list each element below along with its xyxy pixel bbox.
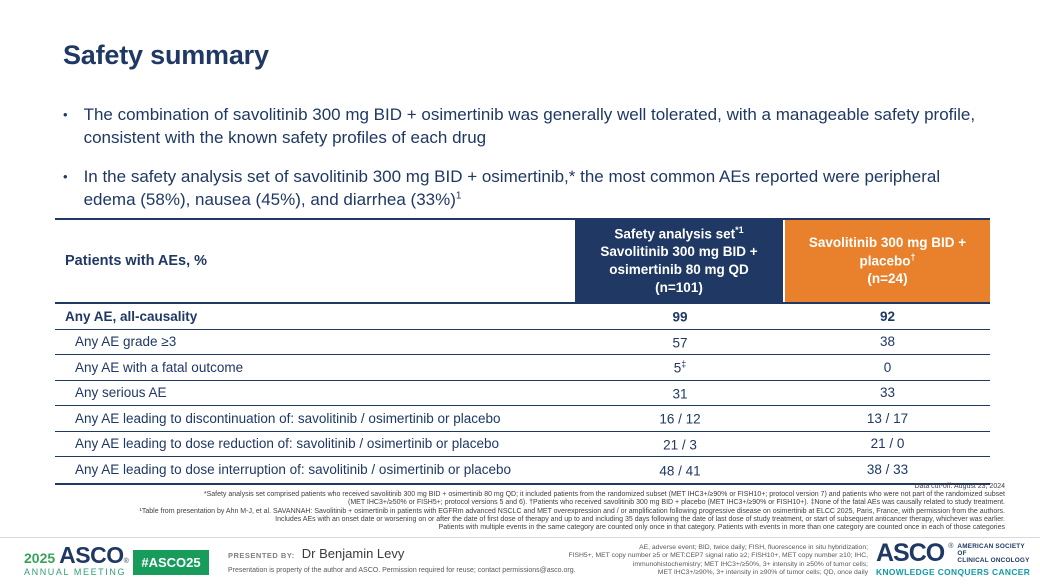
column-n: (n=24) <box>867 271 908 287</box>
table-row: Any AE grade ≥3 57 38 <box>55 330 990 355</box>
hashtag-badge: #ASCO25 <box>133 550 209 575</box>
row-value-1: 31 <box>672 386 688 401</box>
table-row: Any AE with a fatal outcome 5‡ 0 <box>55 355 990 381</box>
row-label: Any serious AE <box>75 385 167 401</box>
row-value-2: 38 / 33 <box>866 462 909 478</box>
society-name: AMERICAN SOCIETY OF CLINICAL ONCOLOGY <box>957 543 1030 565</box>
table-row: Any AE leading to dose reduction of: sav… <box>55 432 990 457</box>
row-value-2: 33 <box>879 385 896 401</box>
footnote-line: Patients with multiple events in the sam… <box>438 524 1005 532</box>
row-value-2: 92 <box>879 308 896 324</box>
asco-wordmark: ASCO <box>876 539 945 568</box>
registered-mark: ® <box>948 543 954 550</box>
row-value-2: 38 <box>879 334 896 350</box>
row-label: Any AE leading to dose interruption of: … <box>75 462 512 478</box>
row-label: Any AE leading to discontinuation of: sa… <box>75 410 501 426</box>
presented-by-label: PRESENTED BY: <box>228 551 295 560</box>
presented-by-block: PRESENTED BY: Dr Benjamin Levy Presentat… <box>228 546 576 574</box>
abbreviation-line: FISH5+, MET copy number ≥5 or MET:CEP7 s… <box>568 552 868 560</box>
registered-mark: ® <box>123 558 129 565</box>
column-title: Safety analysis set*1 <box>614 225 744 242</box>
bullet-text: In the safety analysis set of savolitini… <box>83 166 941 210</box>
footnote-line: ¹Table from presentation by Ahn M-J, et … <box>139 507 1005 515</box>
table-row: Any AE, all-causality 99 92 <box>55 304 990 330</box>
table-header-label: Patients with AEs, % <box>55 220 575 302</box>
table-header-savo-osi: Safety analysis set*1 Savolitinib 300 mg… <box>575 220 785 302</box>
ae-table: Patients with AEs, % Safety analysis set… <box>55 218 990 485</box>
bullet-item: • In the safety analysis set of savoliti… <box>63 165 988 212</box>
row-value-1: 57 <box>672 335 688 350</box>
page-title: Safety summary <box>63 40 269 70</box>
asco-society-logo: ASCO ® AMERICAN SOCIETY OF CLINICAL ONCO… <box>876 539 1032 577</box>
asco-tagline: KNOWLEDGE CONQUERS CANCER <box>876 566 1031 577</box>
abbreviation-line: immunohistochemistry; MET IHC3+/≥50%, 3+… <box>632 560 868 568</box>
abbreviation-line: AE, adverse event; BID, twice daily; FIS… <box>639 544 868 551</box>
table-row: Any AE leading to discontinuation of: sa… <box>55 406 990 432</box>
table-header-savo-placebo: Savolitinib 300 mg BID + placebo† (n=24) <box>785 220 990 302</box>
abbreviation-line: MET IHC3+/≥90%, 3+ intensity in ≥90% of … <box>657 569 868 577</box>
bullet-icon: • <box>63 168 68 184</box>
footnote-line: Includes AEs with an onset date or worse… <box>275 515 1005 523</box>
data-cutoff: Data cut-off: August 23, 2024 <box>914 483 1005 490</box>
row-value-2: 21 / 0 <box>870 436 905 452</box>
table-header-row: Patients with AEs, % Safety analysis set… <box>55 220 990 304</box>
bullet-item: • The combination of savolitinib 300 mg … <box>63 103 988 150</box>
presenter-name: Dr Benjamin Levy <box>301 546 405 561</box>
column-n: (n=101) <box>655 280 703 296</box>
bullet-text: The combination of savolitinib 300 mg BI… <box>83 105 976 148</box>
abbreviations-block: AE, adverse event; BID, twice daily; FIS… <box>568 544 868 578</box>
table-row: Any serious AE 31 33 <box>55 381 990 406</box>
bullet-superscript: 1 <box>455 190 462 202</box>
bullet-icon: • <box>63 107 68 122</box>
row-label: Any AE, all-causality <box>65 308 198 324</box>
asco-annual-meeting-logo: 2025 ASCO ® ANNUAL MEETING <box>24 542 129 577</box>
logo-year: 2025 <box>24 550 56 566</box>
row-value-1: 99 <box>672 309 688 325</box>
footnotes: Data cut-off: August 23, 2024 *Safety an… <box>35 483 1005 532</box>
table-row: Any AE leading to dose interruption of: … <box>55 457 990 483</box>
row-value-1: 5‡ <box>673 359 687 376</box>
bullet-list: • The combination of savolitinib 300 mg … <box>63 103 988 227</box>
footnote-line: (MET IHC3+/≥50% or FISH5+; protocol vers… <box>348 499 1005 507</box>
row-value-1: 48 / 41 <box>659 463 701 478</box>
row-label: Any AE leading to dose reduction of: sav… <box>75 436 499 452</box>
annual-meeting-label: ANNUAL MEETING <box>24 567 127 577</box>
row-value-2: 13 / 17 <box>866 410 909 426</box>
row-label: Any AE with a fatal outcome <box>75 359 244 375</box>
row-label: Any AE grade ≥3 <box>75 334 177 350</box>
column-title: Savolitinib 300 mg BID + placebo† <box>808 235 967 269</box>
row-value-1: 16 / 12 <box>659 411 701 427</box>
row-value-1: 21 / 3 <box>663 437 697 452</box>
column-subtitle: Savolitinib 300 mg BID + osimertinib 80 … <box>600 244 758 278</box>
permission-note: Presentation is property of the author a… <box>228 567 576 574</box>
row-value-2: 0 <box>883 359 892 375</box>
footnote-line: *Safety analysis set comprised patients … <box>203 491 1005 499</box>
asco-wordmark: ASCO <box>59 542 124 568</box>
footer: 2025 ASCO ® ANNUAL MEETING #ASCO25 PRESE… <box>0 537 1040 585</box>
